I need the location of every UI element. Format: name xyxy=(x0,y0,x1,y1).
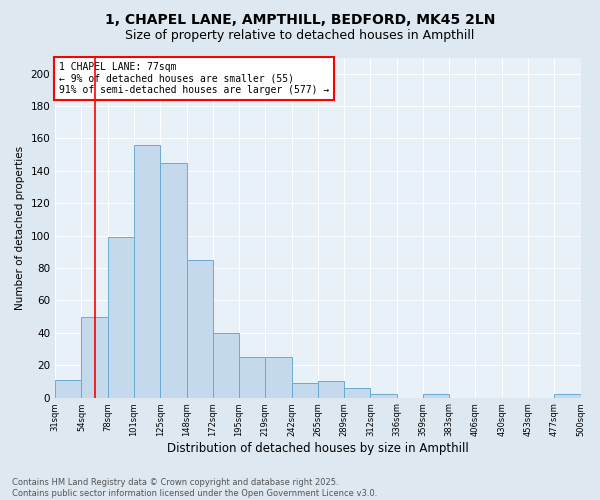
Bar xyxy=(187,260,213,398)
Bar xyxy=(55,380,82,398)
Bar xyxy=(213,333,239,398)
Bar xyxy=(370,394,397,398)
Bar xyxy=(554,394,581,398)
Text: 1 CHAPEL LANE: 77sqm
← 9% of detached houses are smaller (55)
91% of semi-detach: 1 CHAPEL LANE: 77sqm ← 9% of detached ho… xyxy=(59,62,329,95)
Text: Size of property relative to detached houses in Ampthill: Size of property relative to detached ho… xyxy=(125,29,475,42)
Bar xyxy=(344,388,370,398)
Bar xyxy=(82,316,108,398)
X-axis label: Distribution of detached houses by size in Ampthill: Distribution of detached houses by size … xyxy=(167,442,469,455)
Bar xyxy=(318,382,344,398)
Text: Contains HM Land Registry data © Crown copyright and database right 2025.
Contai: Contains HM Land Registry data © Crown c… xyxy=(12,478,377,498)
Bar xyxy=(423,394,449,398)
Text: 1, CHAPEL LANE, AMPTHILL, BEDFORD, MK45 2LN: 1, CHAPEL LANE, AMPTHILL, BEDFORD, MK45 … xyxy=(105,12,495,26)
Bar xyxy=(108,238,134,398)
Bar xyxy=(265,357,292,398)
Bar xyxy=(134,145,160,398)
Bar xyxy=(160,163,187,398)
Y-axis label: Number of detached properties: Number of detached properties xyxy=(15,146,25,310)
Bar xyxy=(292,383,318,398)
Bar xyxy=(239,357,265,398)
